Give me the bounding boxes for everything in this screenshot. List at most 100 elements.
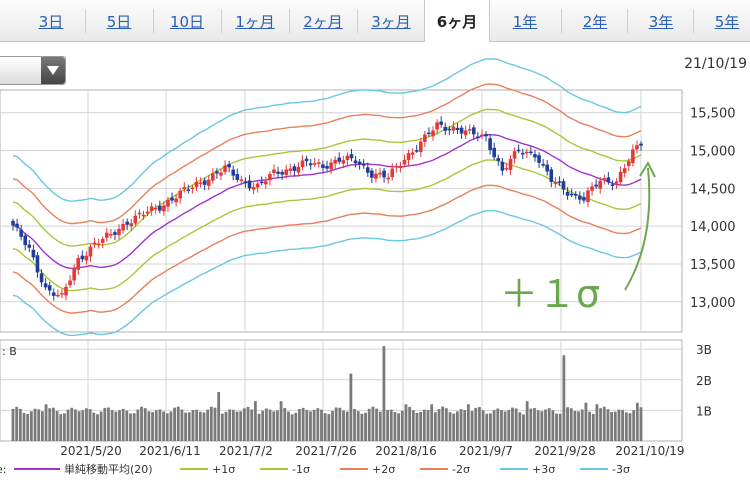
candle-body bbox=[402, 159, 407, 165]
chart-type-select[interactable] bbox=[0, 56, 66, 85]
candle-body bbox=[578, 195, 582, 200]
candle-body bbox=[109, 234, 113, 236]
candle-body bbox=[178, 190, 182, 199]
candle-body bbox=[68, 280, 72, 286]
volume-bar bbox=[231, 409, 235, 441]
volume-bar bbox=[489, 413, 492, 441]
tab-1[interactable]: 3日 bbox=[38, 13, 64, 31]
candle-body bbox=[149, 206, 154, 211]
volume-bar bbox=[239, 411, 243, 441]
tab-6[interactable]: 3ヶ月 bbox=[371, 13, 411, 31]
volume-bar bbox=[378, 411, 382, 441]
volume-bar bbox=[455, 411, 459, 441]
candle-body bbox=[100, 238, 105, 243]
candle-body bbox=[463, 130, 468, 136]
volume-bar bbox=[540, 411, 544, 441]
tab-5[interactable]: 2ヶ月 bbox=[303, 13, 343, 31]
candle-body bbox=[529, 151, 533, 154]
tab-2[interactable]: 5日 bbox=[106, 13, 132, 31]
volume-bar bbox=[290, 414, 294, 441]
volume-bar bbox=[180, 409, 184, 441]
tab-10[interactable]: 3年 bbox=[648, 13, 674, 31]
candle-body bbox=[386, 177, 390, 180]
candle-body bbox=[349, 154, 354, 159]
tab-11[interactable]: 5年 bbox=[714, 13, 740, 31]
volume-bar bbox=[507, 409, 511, 441]
volume-bar bbox=[426, 410, 430, 441]
volume-bar bbox=[533, 408, 536, 441]
candle-body bbox=[508, 159, 513, 170]
candle-body bbox=[467, 129, 472, 131]
volume-bar bbox=[26, 413, 30, 441]
volume-bar bbox=[389, 409, 393, 441]
volume-bar bbox=[29, 411, 33, 441]
volume-bar bbox=[92, 412, 96, 441]
volume-bar bbox=[74, 409, 77, 441]
volume-bar bbox=[360, 413, 364, 441]
volume-bar bbox=[415, 412, 419, 441]
candle-body bbox=[598, 180, 603, 189]
tab-4[interactable]: 1ヶ月 bbox=[235, 13, 275, 31]
tab-separator bbox=[357, 9, 358, 33]
volume-axis-label: : B bbox=[2, 345, 17, 358]
candle-body bbox=[84, 255, 89, 261]
candle-body bbox=[255, 183, 260, 188]
volume-bar bbox=[562, 355, 566, 441]
candle-body bbox=[398, 166, 403, 169]
candle-body bbox=[618, 171, 623, 183]
tab-9[interactable]: 2年 bbox=[582, 13, 608, 31]
volume-bar bbox=[59, 414, 63, 441]
candle-body bbox=[512, 151, 517, 159]
volume-bar bbox=[353, 408, 356, 441]
tab-separator bbox=[153, 9, 154, 33]
candle-body bbox=[198, 182, 203, 184]
candle-body bbox=[414, 150, 419, 152]
price-panel-frame bbox=[0, 89, 683, 333]
volume-bar bbox=[305, 409, 309, 441]
volume-bar bbox=[466, 404, 470, 441]
candle-body bbox=[561, 181, 566, 190]
volume-bar bbox=[382, 346, 386, 441]
volume-bar bbox=[433, 412, 437, 441]
volume-bar bbox=[261, 410, 265, 441]
volume-bar bbox=[18, 408, 22, 441]
volume-bar bbox=[96, 414, 99, 441]
tab-7[interactable]: 6ヶ月 bbox=[424, 0, 490, 42]
candle-body bbox=[190, 187, 195, 190]
volume-bar bbox=[298, 409, 301, 441]
volume-bar bbox=[342, 410, 345, 441]
volume-bar bbox=[544, 409, 547, 441]
volume-bar bbox=[588, 411, 591, 441]
candle-body bbox=[43, 283, 48, 288]
tab-8[interactable]: 1年 bbox=[512, 13, 538, 31]
date-tick-label: 2021/9/7 bbox=[459, 444, 513, 458]
volume-bar bbox=[511, 407, 514, 441]
tab-3[interactable]: 10日 bbox=[169, 13, 205, 31]
volume-bar bbox=[463, 410, 467, 441]
candle-body bbox=[88, 246, 93, 257]
legend-label: -3σ bbox=[612, 463, 630, 476]
candle-body bbox=[280, 171, 284, 175]
candle-body bbox=[247, 180, 252, 189]
volume-bar bbox=[422, 409, 426, 441]
candle-body bbox=[300, 160, 305, 168]
volume-bar bbox=[437, 409, 441, 441]
volume-bar bbox=[220, 413, 224, 441]
volume-bar bbox=[15, 406, 19, 441]
volume-bar bbox=[276, 410, 279, 441]
volume-bar bbox=[547, 408, 551, 441]
volume-tick-label: 1B bbox=[696, 404, 712, 418]
candle-body bbox=[480, 134, 484, 136]
candle-body bbox=[113, 232, 117, 235]
candle-body bbox=[353, 160, 358, 164]
volume-bar bbox=[452, 413, 456, 441]
volume-bar bbox=[217, 392, 221, 441]
candle-body bbox=[137, 212, 142, 215]
volume-bar bbox=[613, 411, 617, 441]
tab-separator bbox=[289, 9, 290, 33]
candle-body bbox=[631, 149, 635, 164]
legend-prefix: e: bbox=[0, 463, 6, 476]
candle-body bbox=[345, 155, 350, 160]
volume-bar bbox=[132, 413, 136, 441]
volume-bar bbox=[63, 413, 66, 441]
